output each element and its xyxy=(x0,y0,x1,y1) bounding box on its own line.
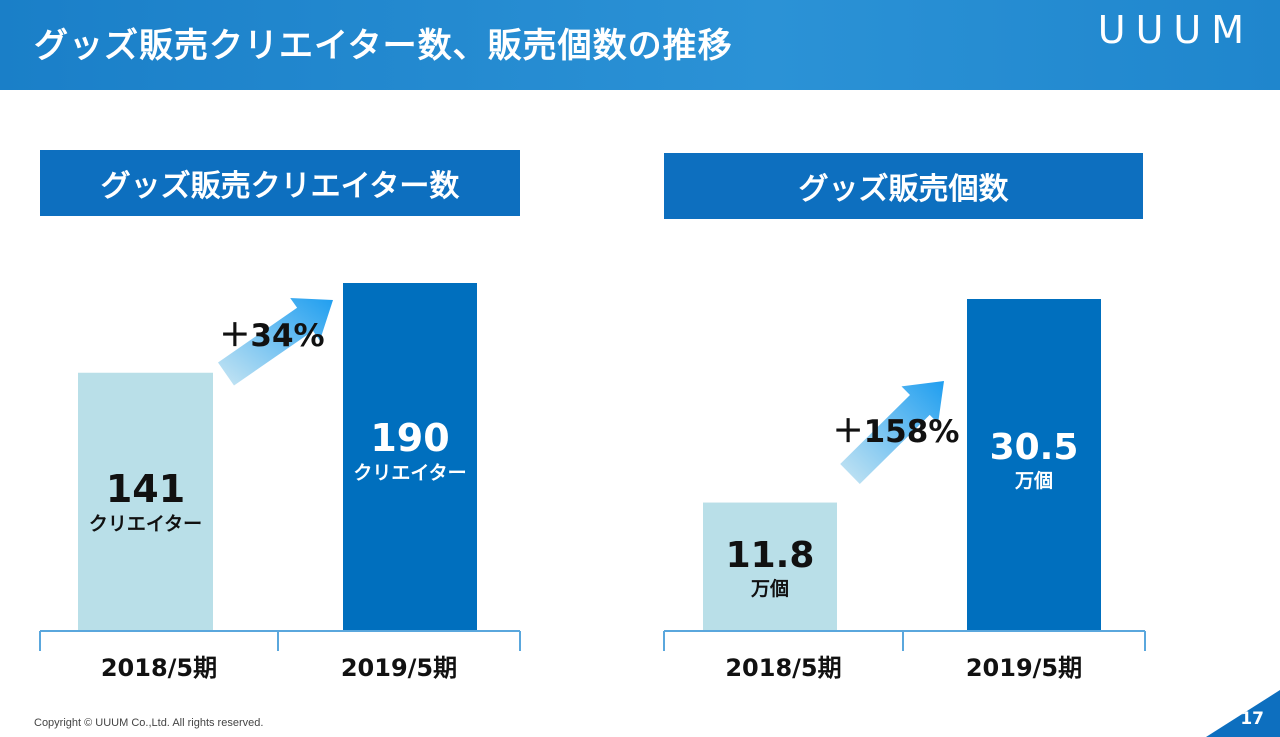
bar-unit-label: 万個 xyxy=(1014,470,1053,492)
bar-2018/5期 xyxy=(703,502,837,631)
page-title: グッズ販売クリエイター数、販売個数の推移 xyxy=(34,26,733,66)
bar-2019/5期 xyxy=(343,283,477,631)
uuum-logo: UUUM xyxy=(1097,8,1254,52)
bar-value-label: 141 xyxy=(106,467,185,511)
bar-value-label: 30.5 xyxy=(990,427,1079,468)
growth-arrow-icon xyxy=(218,298,333,386)
chart-title-units: グッズ販売個数 xyxy=(664,153,1143,219)
category-label: 2018/5期 xyxy=(101,654,217,682)
bar-2019/5期 xyxy=(967,299,1101,631)
category-label: 2019/5期 xyxy=(341,654,457,682)
growth-label: ＋158% xyxy=(833,414,960,450)
header-bar: グッズ販売クリエイター数、販売個数の推移 UUUM xyxy=(0,0,1280,90)
category-label: 2018/5期 xyxy=(725,654,841,682)
category-label: 2019/5期 xyxy=(966,654,1082,682)
bar-value-label: 190 xyxy=(370,416,449,460)
copyright-text: Copyright © UUUM Co.,Ltd. All rights res… xyxy=(34,717,264,729)
bar-value-label: 11.8 xyxy=(726,535,815,576)
growth-arrow-icon xyxy=(840,381,944,484)
growth-label: ＋34% xyxy=(219,318,324,354)
page-number: 17 xyxy=(1240,709,1264,729)
bar-2018/5期 xyxy=(78,372,213,631)
bar-unit-label: クリエイター xyxy=(89,513,202,535)
chart-title-creators: グッズ販売クリエイター数 xyxy=(40,150,520,216)
bar-unit-label: クリエイター xyxy=(353,462,466,484)
bar-unit-label: 万個 xyxy=(750,578,789,600)
